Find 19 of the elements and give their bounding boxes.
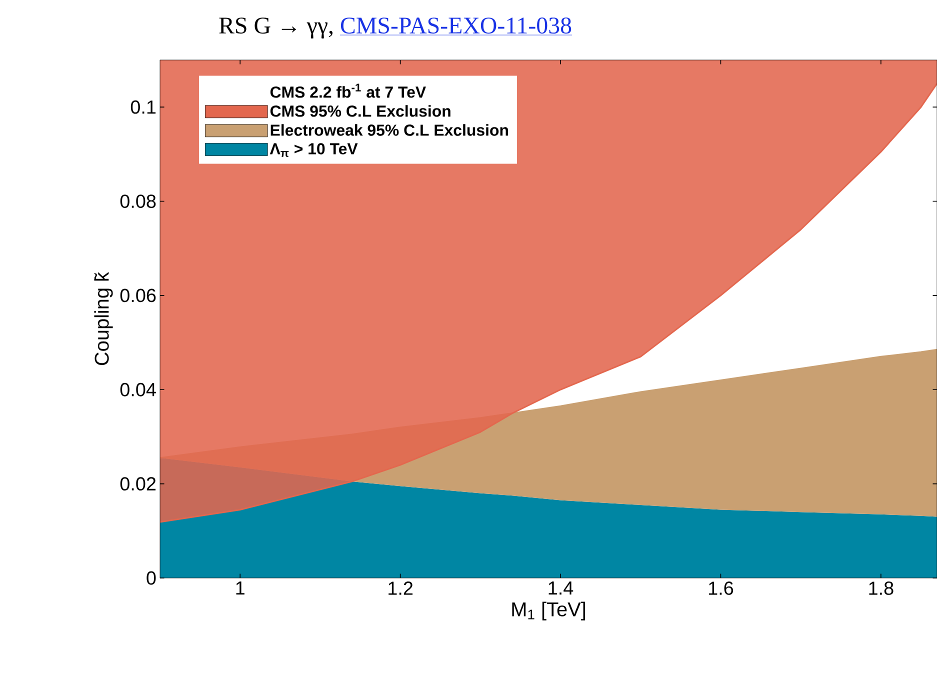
x-tick-label: 1 xyxy=(236,582,244,595)
x-tick-label: 1.4 xyxy=(548,582,574,595)
chart-title: RS G → γγ, xyxy=(219,18,332,38)
y-tick-label: 0.04 xyxy=(120,382,156,396)
legend-label: Electroweak 95% C.L Exclusion xyxy=(270,124,508,136)
x-axis-title: M$_{1}$ [TeV] xyxy=(512,602,585,620)
y-tick-label: 0 xyxy=(146,571,156,585)
legend-title: CMS 2.2 fb$^{-1}$ at 7 TeV xyxy=(270,84,426,98)
y-tick-label: 0.1 xyxy=(130,100,156,114)
y-tick-label: 0.08 xyxy=(120,194,156,208)
legend-label: Λ$_{π}$ > 10 TeV xyxy=(270,143,358,157)
x-tick-label: 1.8 xyxy=(869,582,894,595)
legend-label: CMS 95% C.L Exclusion xyxy=(270,105,450,117)
x-tick-label: 1.2 xyxy=(388,582,413,595)
y-tick-label: 0.02 xyxy=(120,477,156,491)
y-tick-label: 0.06 xyxy=(120,288,156,302)
x-tick-label: 1.6 xyxy=(709,582,734,595)
y-axis-title: Coupling k̃ xyxy=(94,272,113,366)
chart-subtitle: CMS-PAS-EXO-11-038 xyxy=(340,17,572,34)
